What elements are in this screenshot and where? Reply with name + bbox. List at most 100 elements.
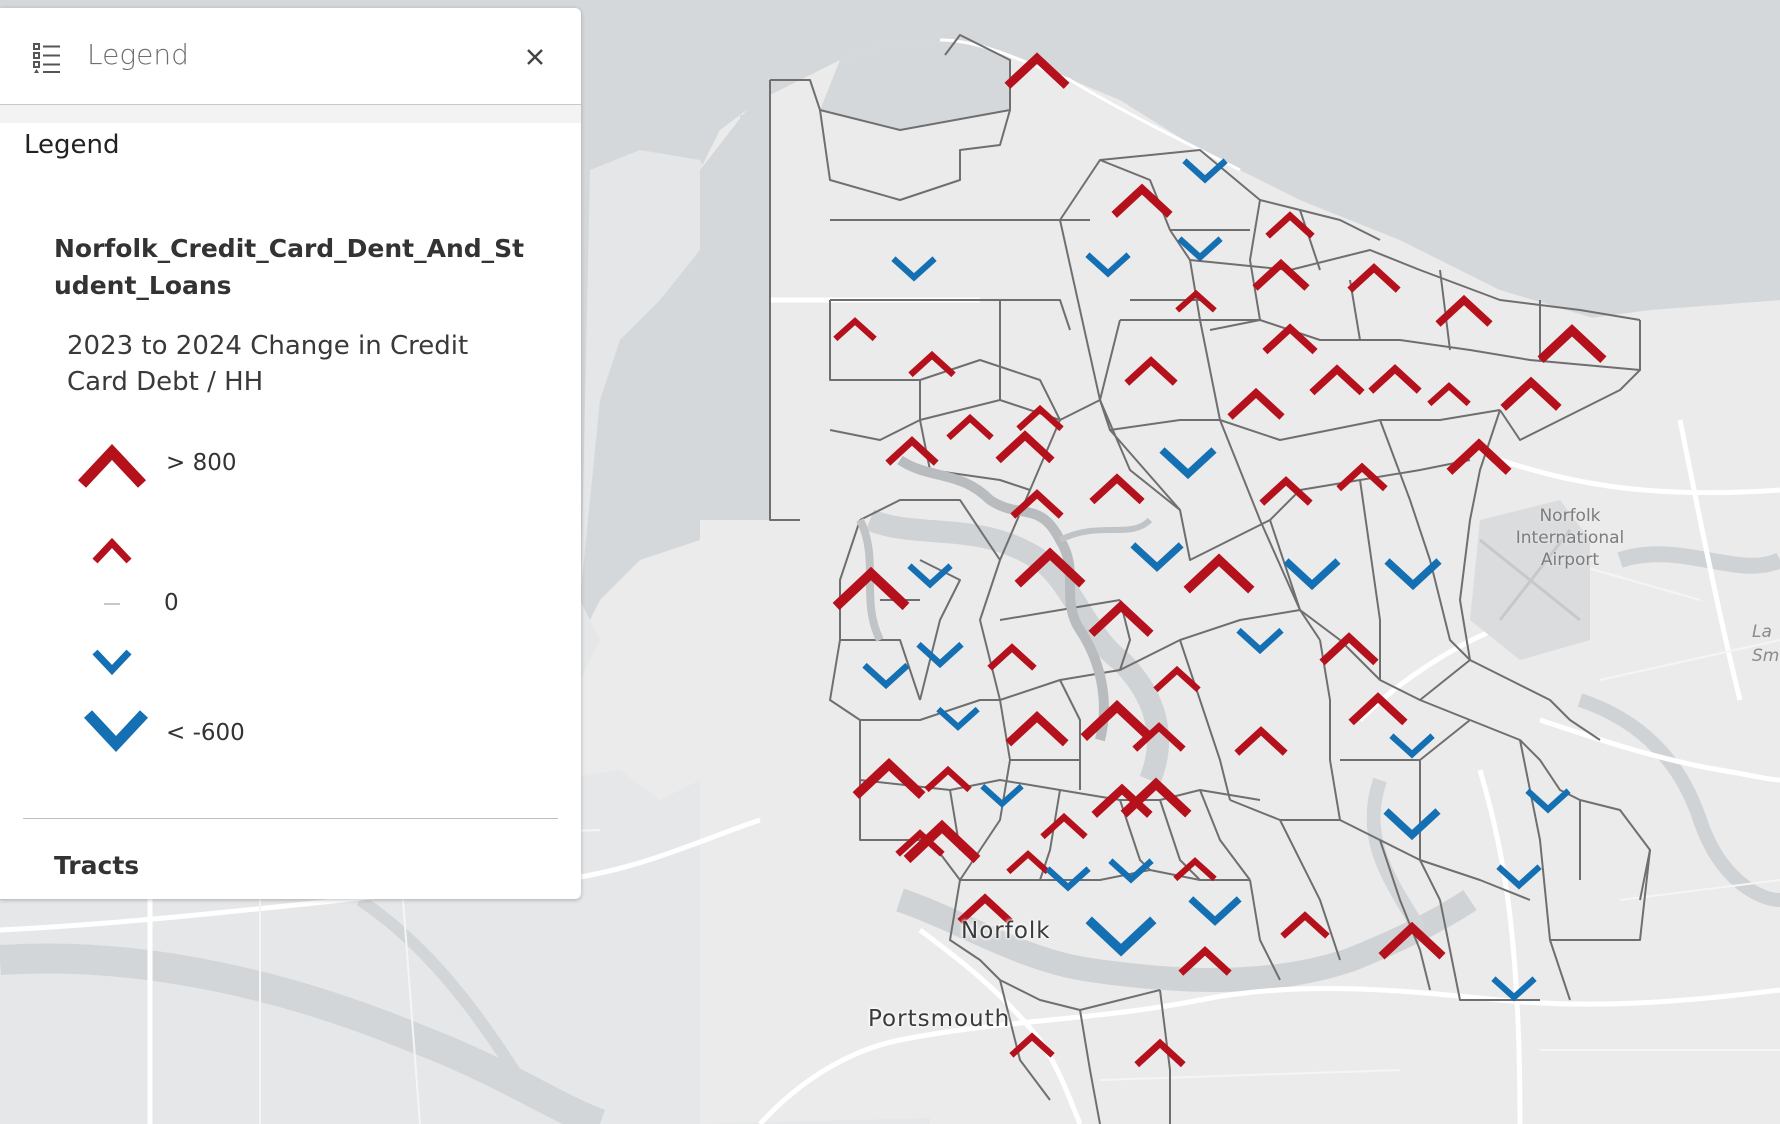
increase-chevron-symbol[interactable] [1153, 665, 1201, 693]
increase-chevron-symbol[interactable] [1040, 812, 1088, 840]
decrease-chevron-symbol[interactable] [1108, 858, 1154, 884]
increase-chevron-symbol[interactable] [1336, 462, 1388, 492]
increase-chevron-symbol[interactable] [924, 765, 972, 793]
increase-chevron-symbol[interactable] [1089, 473, 1145, 505]
legend-class-small-increase [70, 516, 470, 576]
increase-chevron-symbol[interactable] [1016, 404, 1064, 432]
increase-chevron-symbol[interactable] [903, 819, 981, 864]
legend-heading: Legend [24, 130, 120, 160]
mainland-southwest [0, 770, 930, 1124]
legend-class-label: < -600 [166, 720, 245, 746]
increase-chevron-symbol[interactable] [1252, 258, 1310, 291]
increase-chevron-symbol[interactable] [1009, 1032, 1055, 1058]
bay [800, 0, 1780, 310]
tract-boundaries[interactable] [769, 34, 1651, 1124]
edge-label-line-1: La [1752, 622, 1772, 642]
increase-chevron-symbol[interactable] [1178, 946, 1232, 976]
legend-divider [23, 818, 558, 819]
increase-chevron-symbol[interactable] [1262, 323, 1318, 355]
increase-chevron-symbol[interactable] [1348, 692, 1408, 726]
increase-chevron-symbol[interactable] [1014, 547, 1086, 588]
increase-chevron-symbol[interactable] [1173, 857, 1217, 882]
legend-class-zero: 0 [70, 574, 470, 634]
up-large-chevron-icon [77, 443, 147, 488]
increase-chevron-symbol[interactable] [852, 757, 926, 800]
decrease-chevron-symbol[interactable] [1496, 864, 1542, 890]
increase-chevron-symbol[interactable] [895, 829, 945, 857]
increase-chevron-symbol[interactable] [1378, 921, 1446, 960]
increase-chevron-symbol[interactable] [1280, 911, 1330, 939]
debt-change-symbols[interactable] [832, 52, 1607, 1068]
increase-chevron-symbol[interactable] [957, 893, 1013, 925]
down-large-chevron-icon [83, 710, 149, 753]
airport-label-line-3: Airport [1540, 550, 1600, 570]
increase-chevron-symbol[interactable] [1446, 438, 1512, 475]
legend-class-large-decrease: < -600 [70, 700, 470, 760]
decrease-chevron-symbol[interactable] [916, 641, 964, 669]
decrease-chevron-symbol[interactable] [1383, 808, 1441, 841]
increase-chevron-symbol[interactable] [1111, 183, 1173, 218]
layer-title: Norfolk_Credit_Card_Dent_And_Student_Loa… [54, 234, 525, 300]
shoal [560, 150, 720, 700]
increase-chevron-symbol[interactable] [885, 436, 939, 466]
legend-panel-header: Legend [0, 8, 581, 105]
field-title: 2023 to 2024 Change in Credit Card Debt … [67, 331, 469, 397]
increase-chevron-symbol[interactable] [1435, 294, 1493, 327]
increase-chevron-symbol[interactable] [908, 350, 956, 378]
increase-chevron-symbol[interactable] [1010, 489, 1064, 519]
decrease-chevron-symbol[interactable] [1045, 866, 1091, 892]
increase-chevron-symbol[interactable] [987, 643, 1037, 671]
decrease-chevron-symbol[interactable] [1283, 558, 1341, 591]
increase-chevron-symbol[interactable] [1091, 783, 1153, 818]
increase-chevron-symbol[interactable] [1427, 382, 1471, 407]
increase-chevron-symbol[interactable] [832, 566, 910, 611]
airport-label-line-2: International [1515, 528, 1625, 548]
decrease-chevron-symbol[interactable] [1188, 896, 1242, 926]
increase-chevron-symbol[interactable] [1368, 364, 1422, 394]
decrease-chevron-symbol[interactable] [1177, 236, 1223, 262]
decrease-chevron-symbol[interactable] [891, 256, 937, 282]
decrease-chevron-symbol[interactable] [862, 662, 910, 690]
decrease-chevron-symbol[interactable] [1389, 733, 1435, 759]
place-label-norfolk: Norfolk [961, 918, 1051, 944]
increase-chevron-symbol[interactable] [1175, 289, 1217, 313]
increase-chevron-symbol[interactable] [1183, 553, 1255, 594]
decrease-chevron-symbol[interactable] [1085, 252, 1131, 278]
decrease-chevron-symbol[interactable] [936, 706, 980, 731]
decrease-chevron-symbol[interactable] [1182, 158, 1228, 184]
increase-chevron-symbol[interactable] [1500, 376, 1562, 411]
decrease-chevron-symbol[interactable] [1491, 976, 1537, 1002]
decrease-chevron-symbol[interactable] [980, 783, 1024, 808]
increase-chevron-symbol[interactable] [1006, 850, 1050, 875]
decrease-chevron-symbol[interactable] [1525, 788, 1571, 814]
decrease-chevron-symbol[interactable] [1159, 447, 1217, 480]
increase-chevron-symbol[interactable] [1259, 476, 1313, 506]
close-icon[interactable] [520, 42, 550, 72]
increase-chevron-symbol[interactable] [1132, 722, 1186, 752]
increase-chevron-symbol[interactable] [1227, 387, 1285, 420]
increase-chevron-symbol[interactable] [1124, 356, 1178, 386]
increase-chevron-symbol[interactable] [833, 317, 877, 342]
decrease-chevron-symbol[interactable] [907, 563, 953, 589]
increase-chevron-symbol[interactable] [1134, 1038, 1186, 1068]
decrease-chevron-symbol[interactable] [1130, 542, 1184, 572]
increase-chevron-symbol[interactable] [1088, 600, 1154, 637]
increase-chevron-symbol[interactable] [995, 430, 1055, 464]
increase-chevron-symbol[interactable] [1265, 211, 1315, 239]
increase-chevron-symbol[interactable] [1004, 52, 1070, 89]
increase-chevron-symbol[interactable] [1347, 263, 1401, 293]
increase-chevron-symbol[interactable] [1005, 710, 1069, 747]
increase-chevron-symbol[interactable] [1080, 699, 1154, 742]
increase-chevron-symbol[interactable] [1537, 324, 1607, 363]
decrease-chevron-symbol[interactable] [1236, 627, 1284, 655]
increase-chevron-symbol[interactable] [1234, 726, 1288, 756]
increase-chevron-symbol[interactable] [1309, 364, 1365, 396]
increase-chevron-symbol[interactable] [1319, 632, 1379, 666]
airport-label: Norfolk International Airport [1505, 505, 1635, 571]
decrease-chevron-symbol[interactable] [1384, 558, 1442, 591]
decrease-chevron-symbol[interactable] [1085, 916, 1157, 957]
increase-chevron-symbol[interactable] [946, 413, 994, 441]
header-strip [0, 105, 581, 123]
